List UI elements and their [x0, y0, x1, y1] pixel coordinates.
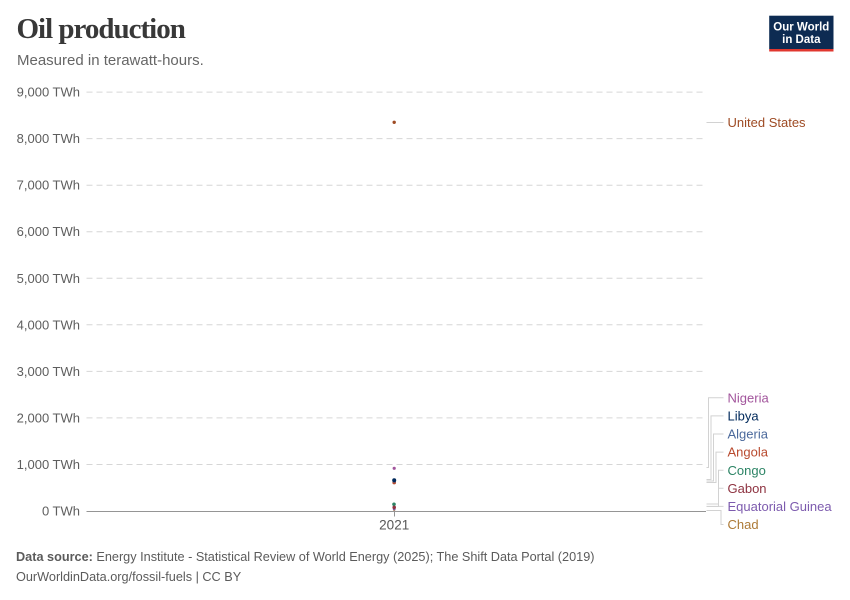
svg-text:Congo: Congo: [728, 463, 766, 478]
svg-text:Equatorial Guinea: Equatorial Guinea: [728, 499, 833, 514]
svg-text:Data source: Energy Institute: Data source: Energy Institute - Statisti…: [16, 550, 594, 564]
svg-text:Our World: Our World: [773, 22, 829, 34]
svg-text:Algeria: Algeria: [728, 427, 769, 442]
svg-text:7,000 TWh: 7,000 TWh: [17, 178, 80, 193]
svg-text:4,000 TWh: 4,000 TWh: [17, 317, 80, 332]
svg-text:9,000 TWh: 9,000 TWh: [17, 85, 80, 100]
svg-text:1,000 TWh: 1,000 TWh: [17, 457, 80, 472]
svg-text:Angola: Angola: [728, 445, 769, 460]
svg-text:3,000 TWh: 3,000 TWh: [17, 364, 80, 379]
svg-text:Oil production: Oil production: [17, 13, 186, 45]
svg-text:6,000 TWh: 6,000 TWh: [17, 224, 80, 239]
svg-text:0 TWh: 0 TWh: [42, 504, 80, 519]
svg-text:Libya: Libya: [728, 409, 760, 424]
svg-text:OurWorldinData.org/fossil-fuel: OurWorldinData.org/fossil-fuels | CC BY: [16, 570, 242, 584]
svg-text:Measured in terawatt-hours.: Measured in terawatt-hours.: [17, 52, 204, 69]
svg-text:8,000 TWh: 8,000 TWh: [17, 131, 80, 146]
svg-text:5,000 TWh: 5,000 TWh: [17, 271, 80, 286]
svg-text:Gabon: Gabon: [728, 481, 767, 496]
svg-text:in Data: in Data: [782, 34, 821, 46]
svg-text:Nigeria: Nigeria: [728, 390, 770, 405]
svg-text:Chad: Chad: [728, 517, 759, 532]
svg-text:2021: 2021: [379, 518, 409, 533]
svg-text:United States: United States: [728, 115, 807, 130]
svg-text:2,000 TWh: 2,000 TWh: [17, 410, 80, 425]
